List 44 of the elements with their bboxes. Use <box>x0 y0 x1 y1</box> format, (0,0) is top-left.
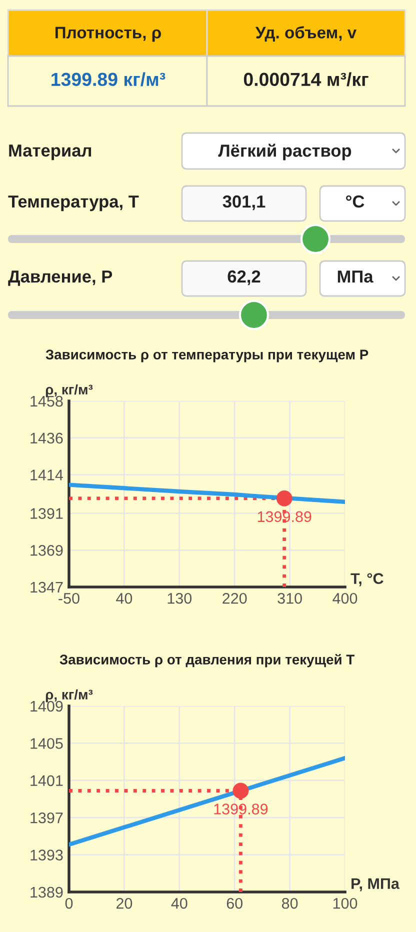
y-tick-label: 1458 <box>30 396 63 407</box>
y-tick-label: 1405 <box>30 738 63 749</box>
data-label: 1399.89 <box>214 804 268 814</box>
x-tick-label: 20 <box>116 898 132 909</box>
text: Плотность, ρ <box>55 26 161 42</box>
y-tick-label: 1397 <box>30 812 63 824</box>
y-tick-label: 1391 <box>30 508 63 519</box>
y-tick-label: 1409 <box>30 700 63 712</box>
x-tick-label: 220 <box>222 592 247 604</box>
chart-title: Зависимость ρ от давления при текущей T <box>60 654 354 668</box>
y-tick-label: 1414 <box>30 470 63 480</box>
text: 301,1 <box>222 195 266 210</box>
text: Лёгкий раствор <box>218 144 352 160</box>
data-label: 1399.89 <box>258 511 312 522</box>
y-tick-label: 1436 <box>30 432 63 444</box>
text: МПа <box>338 270 374 283</box>
x-tick-label: 40 <box>171 898 188 909</box>
x-axis-title: T, °C <box>350 573 384 586</box>
text: °C <box>346 195 364 208</box>
y-tick-label: 1393 <box>30 850 63 860</box>
y-tick-label: 1389 <box>30 886 63 898</box>
text: Материал <box>9 144 92 160</box>
text: Уд. объем, v <box>255 26 357 42</box>
x-tick-label: 310 <box>278 592 302 604</box>
text: 1399.89 кг/м³ <box>52 72 166 86</box>
x-tick-label: 60 <box>226 898 242 909</box>
y-tick-label: 1369 <box>30 545 63 556</box>
text: 0.000714 м³/кг <box>244 72 368 86</box>
x-tick-label: 40 <box>116 592 132 604</box>
y-axis-title: ρ, кг/м³ <box>46 689 93 702</box>
text: Температура, T <box>8 196 139 212</box>
y-tick-label: 1347 <box>30 582 63 593</box>
x-tick-label: 80 <box>282 898 298 909</box>
x-tick-label: 400 <box>332 592 358 604</box>
x-tick-label: -50 <box>58 592 80 604</box>
y-tick-label: 1401 <box>30 775 63 786</box>
x-tick-label: 130 <box>168 592 192 604</box>
text: Давление, P <box>8 270 112 286</box>
x-tick-label: 100 <box>333 898 358 909</box>
x-axis-title: P, МПа <box>352 878 400 892</box>
text: 62,2 <box>228 270 260 286</box>
y-axis-title: ρ, кг/м³ <box>46 384 93 398</box>
x-tick-label: 0 <box>65 898 73 909</box>
chart-title: Зависимость ρ от температуры при текущем P <box>46 350 368 362</box>
